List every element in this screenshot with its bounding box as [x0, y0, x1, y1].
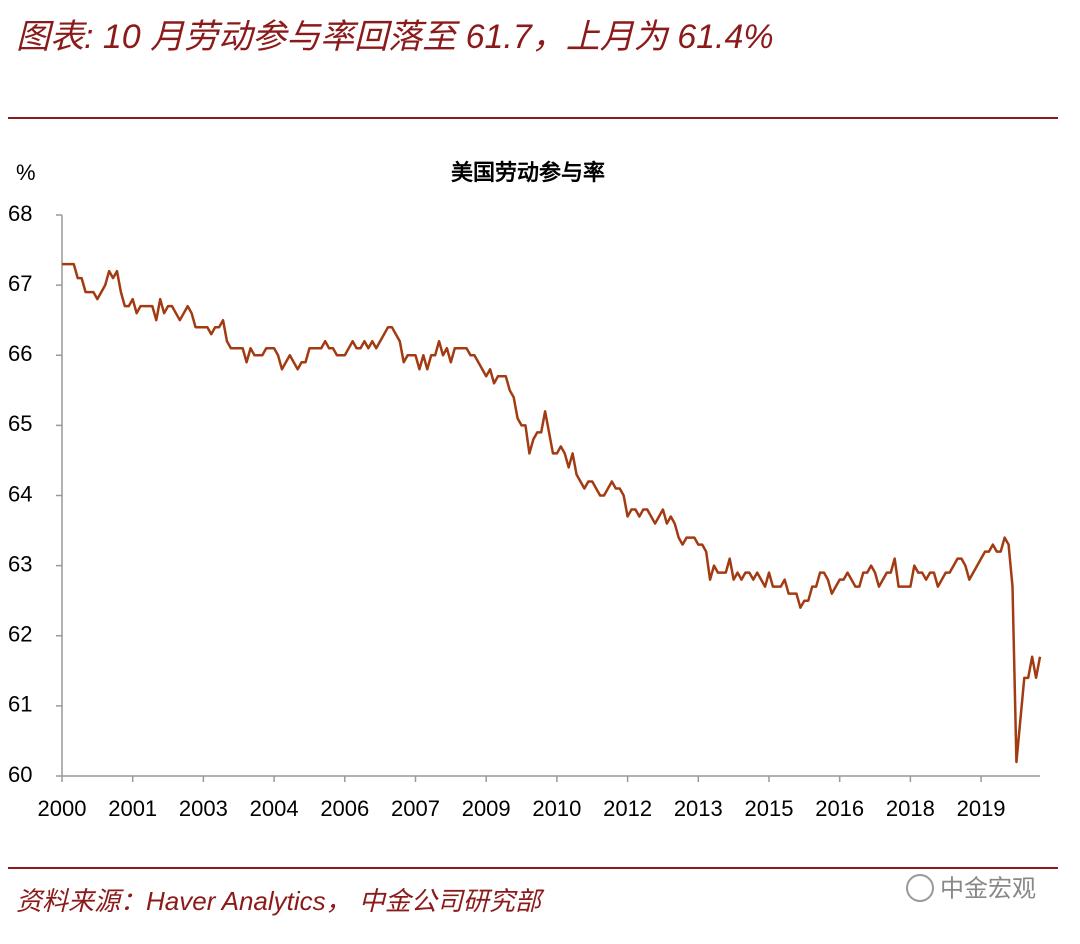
watermark: 中金宏观: [940, 875, 1036, 902]
y-tick-label: 62: [8, 622, 32, 647]
y-tick-label: 66: [8, 341, 32, 366]
y-tick-label: 63: [8, 551, 32, 576]
x-tick-label: 2013: [674, 796, 723, 821]
y-tick-label: 60: [8, 762, 32, 787]
chart-title: 美国劳动参与率: [451, 160, 605, 185]
x-tick-label: 2016: [815, 796, 864, 821]
data-line: [62, 262, 1042, 764]
x-tick-label: 2004: [250, 796, 299, 821]
watermark-icon: [906, 874, 934, 902]
y-tick-label: 65: [8, 411, 32, 436]
y-tick-label: 61: [8, 692, 32, 717]
x-tick-label: 2003: [179, 796, 228, 821]
y-tick-label: 67: [8, 271, 32, 296]
source: 资料来源：Haver Analytics， 中金公司研究部: [16, 886, 545, 916]
x-tick-label: 2015: [745, 796, 794, 821]
header-title: 图表: 10 月劳动参与率回落至 61.7，上月为 61.4%: [16, 18, 774, 56]
x-tick-label: 2006: [320, 796, 369, 821]
x-tick-label: 2007: [391, 796, 440, 821]
x-tick-label: 2009: [462, 796, 511, 821]
y-axis-label: %: [16, 160, 36, 185]
x-tick-label: 2019: [957, 796, 1006, 821]
x-tick-label: 2000: [38, 796, 87, 821]
x-tick-label: 2018: [886, 796, 935, 821]
y-tick-label: 64: [8, 481, 32, 506]
x-tick-label: 2012: [603, 796, 652, 821]
y-tick-label: 68: [8, 201, 32, 226]
x-tick-label: 2010: [532, 796, 581, 821]
x-tick-label: 2001: [108, 796, 157, 821]
